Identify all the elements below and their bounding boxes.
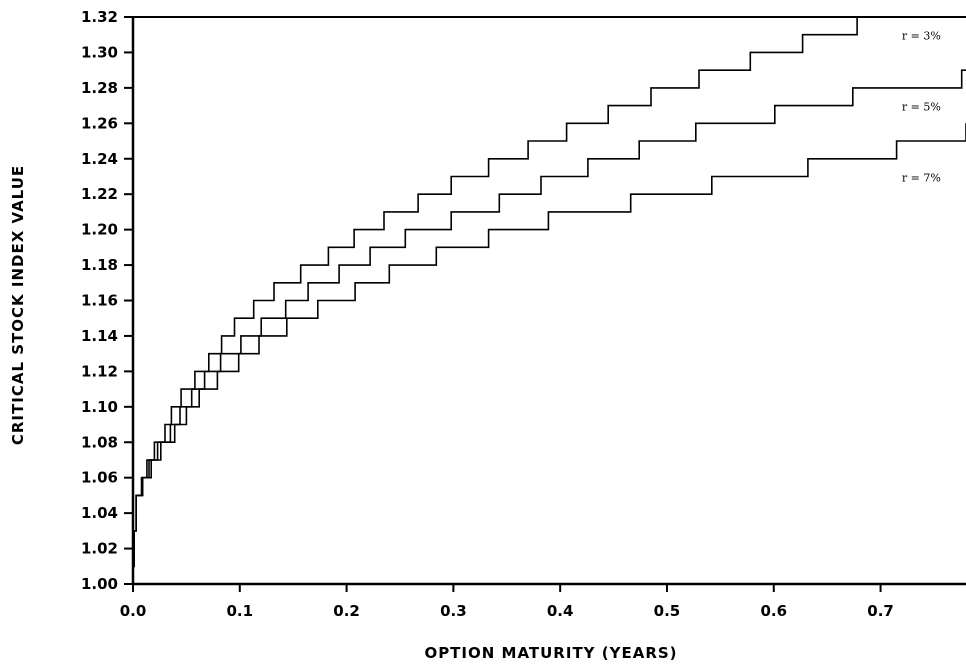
x-tick-label: 0.3 [440, 602, 467, 620]
y-tick-label: 1.04 [81, 504, 118, 522]
y-tick-label: 1.02 [81, 540, 118, 558]
y-tick-label: 1.10 [81, 398, 118, 416]
y-tick-label: 1.00 [81, 575, 118, 593]
y-tick-label: 1.28 [81, 79, 118, 97]
y-tick-label: 1.06 [81, 469, 118, 487]
series-label-1: r = 3% [902, 30, 941, 43]
x-tick-label: 0.7 [867, 602, 894, 620]
x-tick-label: 0.5 [654, 602, 681, 620]
y-tick-label: 1.12 [81, 362, 118, 380]
y-tick-label: 1.30 [81, 43, 118, 61]
y-tick-label: 1.26 [81, 114, 118, 132]
y-tick-label: 1.16 [81, 292, 118, 310]
y-tick-label: 1.24 [81, 150, 118, 168]
series-line-3 [133, 123, 966, 568]
series-label-3: r = 7% [902, 171, 941, 184]
x-axis-title: OPTION MATURITY (YEARS) [424, 644, 677, 662]
y-axis-title: CRITICAL STOCK INDEX VALUE [9, 165, 27, 445]
series-line-2 [133, 69, 966, 568]
y-tick-label: 1.18 [81, 256, 118, 274]
series-label-2: r = 5% [902, 100, 941, 113]
y-tick-label: 1.14 [81, 327, 118, 345]
series-line-1 [133, 16, 966, 568]
series-layer: r = 3% r = 5% r = 7% [133, 16, 966, 568]
x-tick-label: 0.1 [227, 602, 254, 620]
x-tick-label: 0.0 [120, 602, 147, 620]
y-tick-label: 1.20 [81, 221, 118, 239]
x-tick-label: 0.4 [547, 602, 574, 620]
y-tick-label: 1.08 [81, 433, 118, 451]
y-tick-label: 1.22 [81, 185, 118, 203]
x-tick-label: 0.2 [333, 602, 360, 620]
x-tick-label: 0.6 [760, 602, 787, 620]
y-tick-label: 1.32 [81, 8, 118, 26]
axes: 1.00 1.02 1.04 1.06 1.08 1.10 1.12 1.14 1.16 1.18… [81, 8, 966, 620]
